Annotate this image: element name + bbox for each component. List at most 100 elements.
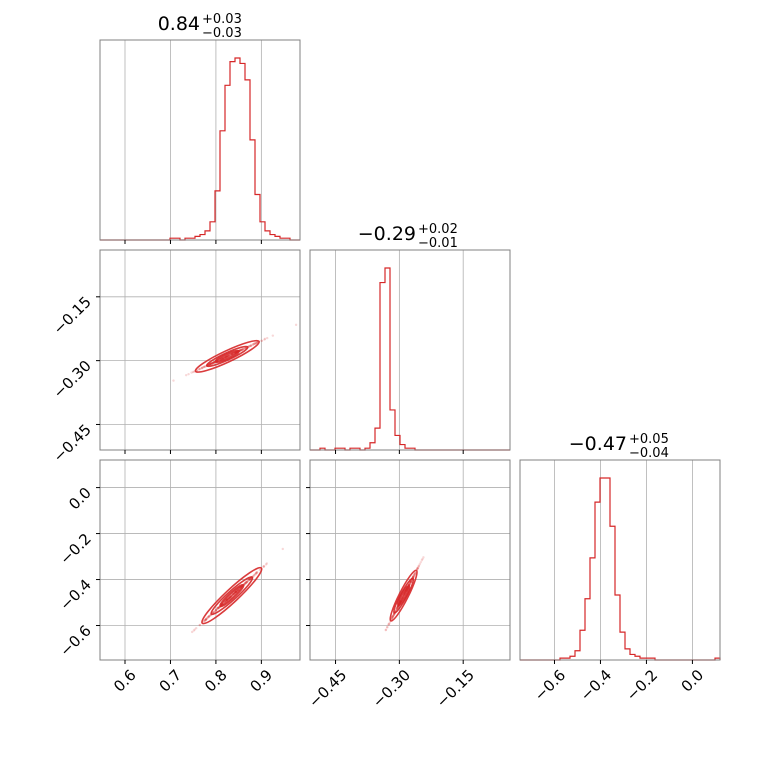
scatter-point (226, 355, 229, 358)
scatter-point (237, 588, 240, 592)
scatter-point (387, 623, 390, 626)
scatter-point (225, 355, 229, 358)
scatter-point (210, 362, 214, 365)
scatter-point (227, 354, 231, 357)
x-tick-label: 0.6 (110, 666, 140, 696)
scatter-point (228, 596, 232, 599)
scatter-point (401, 596, 404, 599)
scatter-point (228, 596, 231, 599)
scatter-point (241, 348, 244, 351)
scatter-point (404, 591, 407, 594)
scatter-point (224, 599, 228, 603)
scatter-point (217, 606, 220, 609)
scatter-point (400, 597, 404, 600)
scatter-point (225, 598, 229, 601)
scatter-point (212, 361, 215, 364)
scatter-point (408, 583, 411, 586)
scatter-point (225, 355, 229, 358)
scatter-point (388, 621, 391, 624)
scatter-point (403, 592, 406, 595)
title-param-2: −0.29 +0.02 −0.01 (358, 222, 458, 251)
scatter-point (254, 341, 258, 345)
scatter-point (229, 595, 232, 599)
title-value: 0.84 (158, 13, 200, 35)
scatter-point (228, 353, 231, 357)
scatter-point (247, 578, 251, 581)
scatter-point (243, 347, 247, 350)
scatter-point (229, 594, 233, 597)
scatter-point (198, 623, 202, 627)
scatter-point (190, 371, 193, 374)
scatter-point (230, 353, 233, 356)
scatter-point (214, 609, 218, 612)
scatter-point (420, 559, 424, 562)
scatter-point (248, 578, 251, 581)
scatter-point (234, 590, 238, 593)
scatter-point (234, 590, 238, 594)
scatter-point (255, 571, 258, 574)
scatter-point (412, 573, 416, 577)
scatter-point (241, 348, 244, 351)
scatter-point (422, 556, 425, 559)
scatter-point (413, 572, 416, 576)
scatter-point (245, 580, 248, 584)
scatter-point (402, 594, 405, 597)
scatter-point (230, 352, 234, 356)
scatter-point (223, 356, 226, 359)
scatter-point (209, 362, 212, 366)
scatter-point (207, 615, 210, 618)
scatter-point (236, 588, 240, 592)
scatter-point (409, 581, 412, 584)
scatter-point (402, 593, 406, 597)
scatter-point (202, 365, 206, 369)
x-tick-label: −0.45 (305, 666, 350, 711)
scatter-point (198, 623, 201, 627)
scatter-point (203, 619, 206, 623)
scatter-point (225, 355, 228, 359)
scatter-point (245, 580, 249, 584)
scatter-point (222, 356, 225, 360)
scatter-point (409, 581, 412, 584)
scatter-point (239, 348, 243, 352)
contour-level-3 (201, 566, 263, 625)
scatter-point (226, 598, 230, 601)
scatter-point (401, 597, 404, 600)
scatter-point (212, 610, 215, 614)
scatter-point (245, 580, 249, 583)
y-tick-label: −0.30 (50, 357, 95, 402)
scatter-point (235, 590, 238, 594)
scatter-point (402, 594, 405, 598)
scatter-point (232, 592, 235, 596)
scatter-point (245, 580, 249, 584)
scatter-points-1-2 (172, 323, 298, 382)
scatter-point (230, 353, 234, 356)
scatter-point (241, 347, 245, 351)
scatter-point (229, 353, 232, 357)
scatter-point (190, 630, 194, 634)
scatter-point (224, 599, 228, 602)
scatter-point (204, 618, 208, 621)
scatter-point (395, 607, 399, 610)
scatter-point (226, 597, 230, 601)
scatter-point (209, 362, 213, 365)
scatter-point (207, 615, 210, 619)
scatter-point (208, 363, 211, 366)
scatter-point (210, 362, 214, 365)
scatter-point (244, 581, 248, 585)
scatter-point (212, 361, 216, 364)
scatter-point (408, 582, 411, 586)
scatter-point (413, 573, 416, 576)
scatter-point (387, 623, 390, 626)
scatter-point (402, 593, 406, 597)
scatter-point (248, 578, 251, 581)
scatter-point (198, 367, 201, 371)
tick-layer: 0.6 0.7 0.8 0.9 −0.45 −0.30 −0.15 −0.6 −0.4 −0.2 0… (50, 240, 707, 711)
scatter-point (232, 592, 235, 596)
scatter-point (205, 617, 209, 620)
scatter-point (222, 356, 225, 360)
scatter-point (254, 573, 257, 576)
scatter-point (258, 568, 262, 572)
scatter-point (396, 606, 399, 609)
scatter-point (402, 594, 405, 597)
x-tick-label: −0.4 (577, 666, 615, 704)
